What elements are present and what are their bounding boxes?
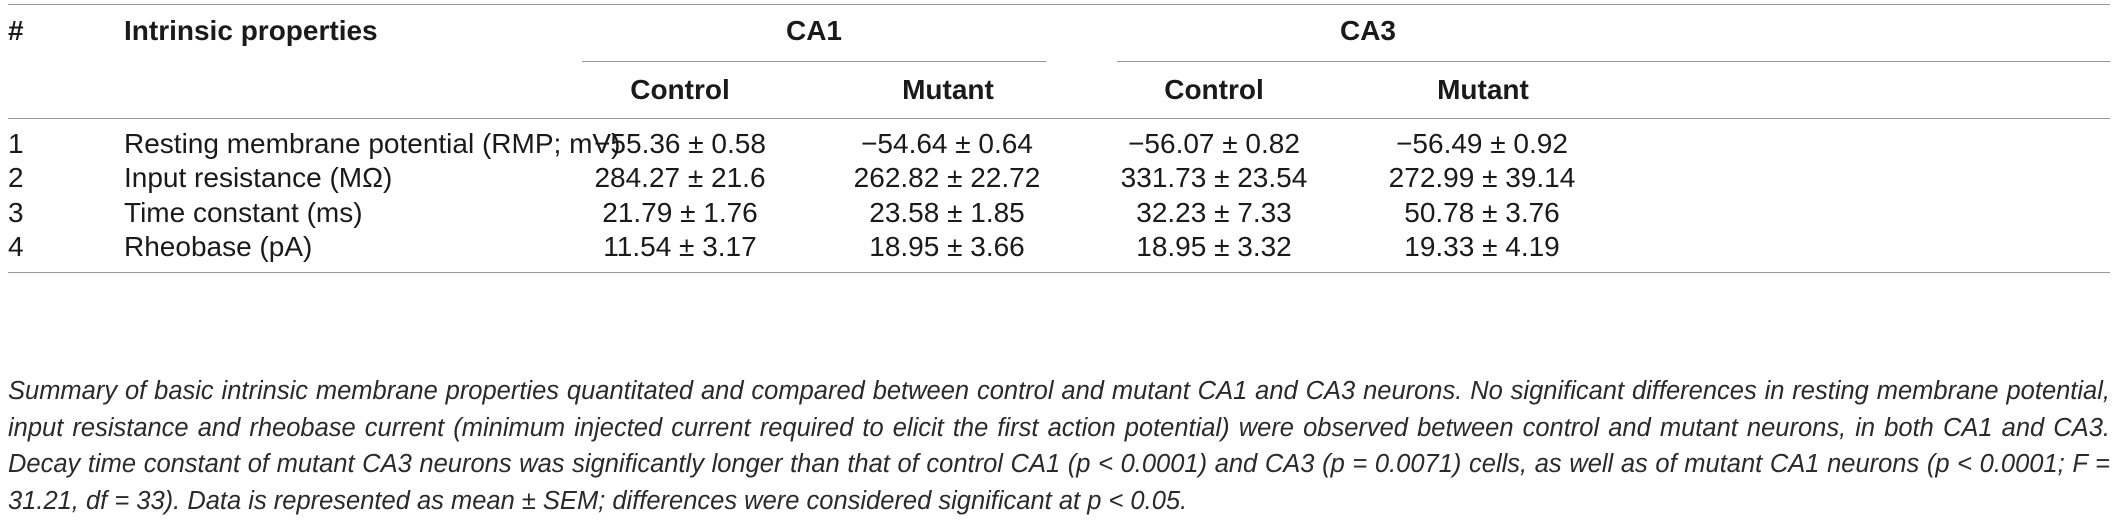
row-1-ca1-mutant: −54.64 ± 0.64: [861, 128, 1033, 159]
row-1-index: 1: [8, 128, 24, 159]
header-ca1: CA1: [785, 15, 842, 46]
row-2-ca1-mutant: 262.82 ± 22.72: [853, 162, 1041, 193]
row-2-property: Input resistance (MΩ): [124, 162, 393, 193]
header-ca1-mutant: Mutant: [902, 74, 994, 105]
row-3-index: 3: [8, 197, 24, 228]
row-4-ca1-mutant: 18.95 ± 3.66: [869, 231, 1025, 262]
row-1-property: Resting membrane potential (RMP; mV): [124, 128, 621, 159]
row-2-index: 2: [8, 162, 24, 193]
row-4-ca3-mutant: 19.33 ± 4.19: [1404, 231, 1560, 262]
row-4-ca3-control: 18.95 ± 3.32: [1136, 231, 1292, 262]
row-4-ca1-control: 11.54 ± 3.17: [603, 231, 757, 262]
row-4-property: Rheobase (pA): [124, 231, 313, 262]
row-3-ca3-control: 32.23 ± 7.33: [1136, 197, 1292, 228]
header-ca3: CA3: [1339, 15, 1396, 46]
row-1-ca3-mutant: −56.49 ± 0.92: [1396, 128, 1568, 159]
row-3-ca3-mutant: 50.78 ± 3.76: [1404, 197, 1560, 228]
row-3-property: Time constant (ms): [124, 197, 363, 228]
header-ca3-control: Control: [1164, 74, 1264, 105]
header-intrinsic-properties: Intrinsic properties: [124, 15, 378, 46]
table-bottom-rule: [8, 272, 2110, 273]
table-top-rule: [8, 4, 2110, 5]
ca1-group-rule: [582, 61, 1046, 62]
table-caption: Summary of basic intrinsic membrane prop…: [8, 377, 2110, 515]
row-4-index: 4: [8, 231, 24, 262]
header-ca1-control: Control: [630, 74, 730, 105]
row-1-ca1-control: −55.36 ± 0.58: [594, 128, 766, 159]
header-ca3-mutant: Mutant: [1437, 74, 1529, 105]
row-2-ca1-control: 284.27 ± 21.6: [594, 162, 766, 193]
ca3-group-rule: [1117, 61, 2110, 62]
row-3-ca1-mutant: 23.58 ± 1.85: [869, 197, 1025, 228]
row-2-ca3-control: 331.73 ± 23.54: [1120, 162, 1308, 193]
header-bottom-rule: [8, 118, 2110, 119]
row-1-ca3-control: −56.07 ± 0.82: [1128, 128, 1300, 159]
header-index: #: [8, 15, 24, 46]
row-3-ca1-control: 21.79 ± 1.76: [602, 197, 758, 228]
row-2-ca3-mutant: 272.99 ± 39.14: [1388, 162, 1576, 193]
